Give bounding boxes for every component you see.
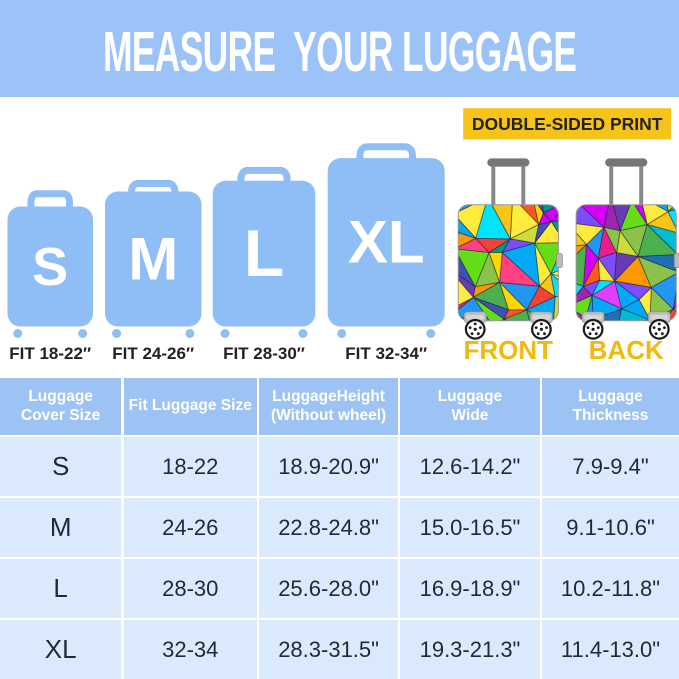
svg-text:FIT 32-34″: FIT 32-34″ [345, 344, 427, 363]
svg-text:FIT 18-22″: FIT 18-22″ [9, 344, 91, 363]
svg-text:FRONT: FRONT [464, 335, 554, 365]
svg-text:FIT 28-30″: FIT 28-30″ [223, 344, 305, 363]
svg-text:BACK: BACK [589, 335, 664, 365]
svg-text:XL: XL [348, 209, 425, 276]
svg-text:L: L [244, 216, 284, 290]
svg-text:FIT 24-26″: FIT 24-26″ [112, 344, 194, 363]
svg-text:DOUBLE-SIDED PRINT: DOUBLE-SIDED PRINT [472, 114, 663, 134]
svg-text:S: S [32, 237, 68, 297]
svg-text:M: M [128, 225, 178, 292]
